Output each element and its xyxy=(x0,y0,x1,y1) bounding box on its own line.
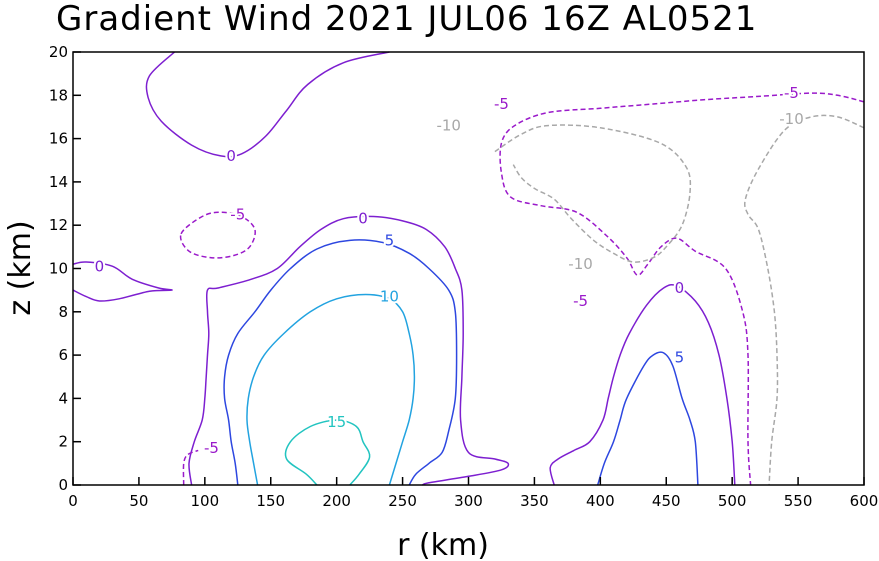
y-tick-label-9: 18 xyxy=(49,86,68,104)
x-tick-label-5: 250 xyxy=(388,492,417,510)
contour-label-4: 5 xyxy=(385,231,395,249)
contour-label-14: 0 xyxy=(675,279,685,297)
contour-pos5-12 xyxy=(596,351,699,486)
contour-zero-11 xyxy=(549,283,736,486)
contour-label-12: -5 xyxy=(784,84,799,102)
contour-pos15-6 xyxy=(284,419,371,486)
y-tick-label-8: 16 xyxy=(49,130,68,148)
contour-zero-3 xyxy=(188,215,510,486)
contour-label-2: -5 xyxy=(230,205,245,223)
x-tick-label-12: 600 xyxy=(850,492,879,510)
contour-label-5: 10 xyxy=(380,288,399,306)
contour-label-6: 15 xyxy=(327,413,346,431)
y-tick-label-2: 4 xyxy=(58,389,68,407)
contour-pos10-5 xyxy=(246,293,416,486)
contour-neg5-7 xyxy=(182,449,199,486)
y-tick-label-0: 0 xyxy=(58,476,68,494)
x-tick-label-8: 400 xyxy=(586,492,615,510)
contour-neg5-2 xyxy=(179,211,256,259)
x-tick-label-3: 150 xyxy=(256,492,285,510)
y-tick-label-5: 10 xyxy=(49,260,68,278)
x-tick-label-4: 200 xyxy=(322,492,351,510)
x-tick-label-2: 100 xyxy=(191,492,220,510)
contour-zero-1 xyxy=(72,261,173,302)
y-tick-label-7: 14 xyxy=(49,173,68,191)
contour-label-11: -5 xyxy=(573,292,588,310)
y-axis-label: z (km) xyxy=(3,220,38,315)
x-tick-label-11: 550 xyxy=(784,492,813,510)
plot-frame xyxy=(72,51,865,486)
contour-label-9: -10 xyxy=(436,117,461,135)
contour-neg10-9 xyxy=(743,114,865,486)
contour-pos5-4 xyxy=(223,239,458,486)
x-tick-label-1: 50 xyxy=(129,492,148,510)
contour-label-10: -10 xyxy=(568,255,593,273)
x-tick-label-0: 0 xyxy=(68,492,78,510)
contour-label-13: -10 xyxy=(779,110,804,128)
contour-label-15: 5 xyxy=(675,348,685,366)
x-tick-label-10: 500 xyxy=(718,492,747,510)
contour-label-7: -5 xyxy=(204,439,219,457)
y-tick-label-3: 6 xyxy=(58,346,68,364)
x-tick-label-9: 450 xyxy=(652,492,681,510)
y-tick-label-6: 12 xyxy=(49,216,68,234)
contour-label-0: 0 xyxy=(95,257,105,275)
contour-layer xyxy=(72,51,865,486)
contour-label-8: -5 xyxy=(494,95,509,113)
contour-neg10-10 xyxy=(494,124,692,263)
y-axis-ticks: 0 2 4 6 8 10 12 14 16 18 20 xyxy=(49,43,81,494)
contour-label-1: 0 xyxy=(226,147,236,165)
x-tick-label-6: 300 xyxy=(454,492,483,510)
contour-zero-0 xyxy=(145,51,390,158)
y-tick-label-10: 20 xyxy=(49,43,68,61)
x-axis-ticks: 0 50 100 150 200 250 300 350 400 450 500 550 600 xyxy=(68,477,878,510)
y-tick-label-4: 8 xyxy=(58,303,68,321)
x-tick-label-7: 350 xyxy=(520,492,549,510)
y-tick-label-1: 2 xyxy=(58,433,68,451)
chart-title: Gradient Wind 2021 JUL06 16Z AL0521 xyxy=(56,0,757,39)
contour-label-3: 0 xyxy=(358,210,368,228)
x-axis-label: r (km) xyxy=(397,528,489,561)
